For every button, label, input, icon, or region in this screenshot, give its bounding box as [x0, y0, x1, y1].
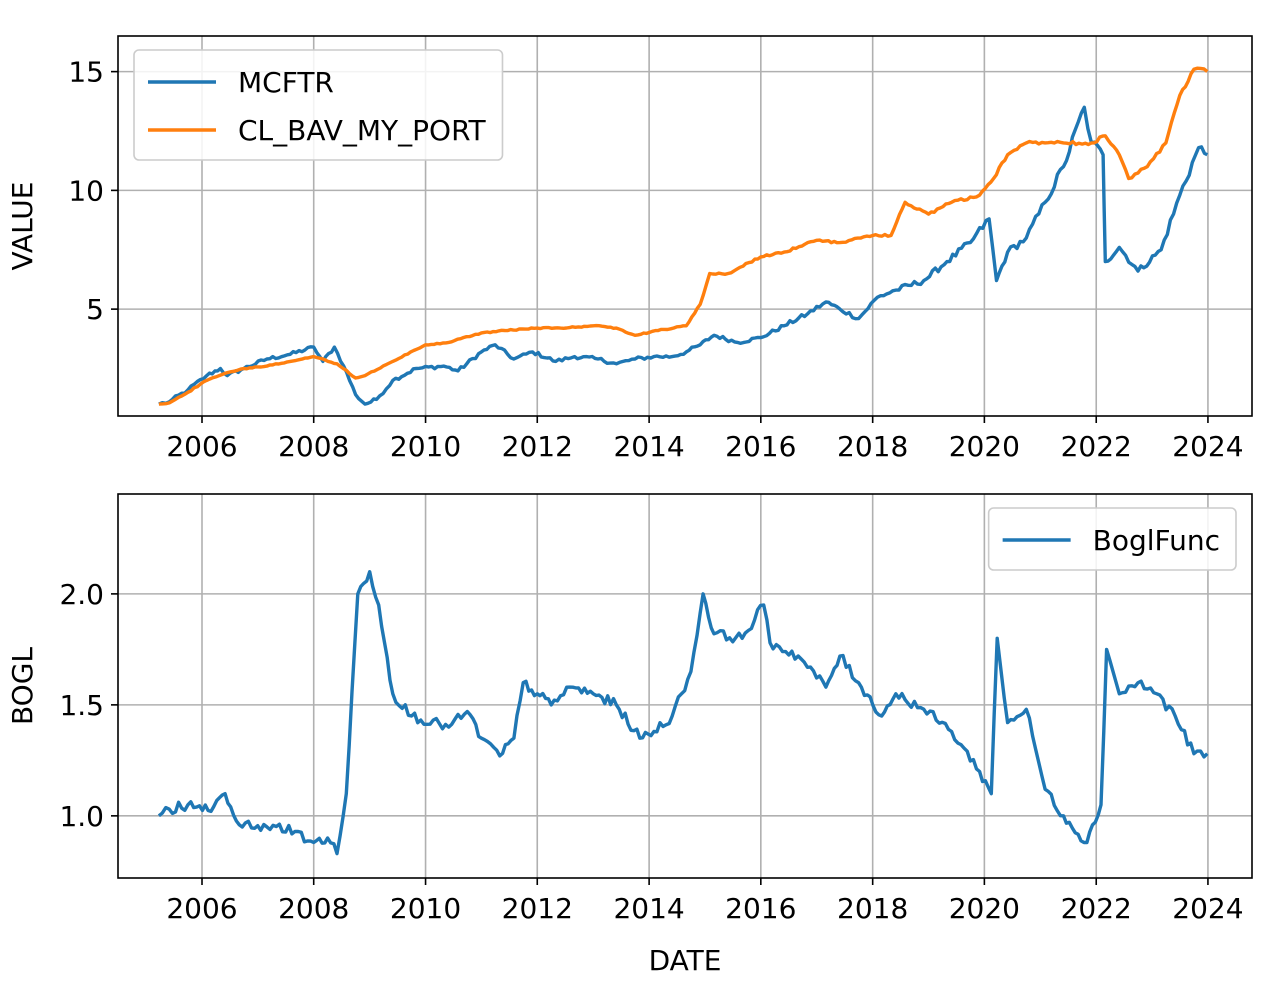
- y-tick-label: 15: [68, 56, 104, 89]
- x-tick-label: 2018: [837, 430, 908, 463]
- x-tick-label: 2020: [949, 892, 1020, 925]
- legend: MCFTR CL_BAV_MY_PORT: [133, 49, 504, 161]
- y-tick-label: 10: [68, 174, 104, 207]
- series-line-mcftr: [158, 105, 1209, 406]
- x-tick-label: 2010: [390, 892, 461, 925]
- y-axis-label: VALUE: [6, 182, 39, 271]
- x-tick-label: 2018: [837, 892, 908, 925]
- x-tick-label: 2020: [949, 430, 1020, 463]
- x-tick-label: 2010: [390, 430, 461, 463]
- x-tick-label: 2024: [1172, 892, 1243, 925]
- x-tick-label: 2014: [613, 430, 684, 463]
- x-tick-label: 2008: [278, 430, 349, 463]
- axes-frame: [117, 493, 1253, 879]
- x-tick-label: 2006: [166, 892, 237, 925]
- series-line-boglfunc: [157, 570, 1209, 856]
- x-tick-label: 2024: [1172, 430, 1243, 463]
- y-tick-label: 1.5: [59, 689, 104, 722]
- bottom-panel: 2006 2008 2010 2012 2014 2016 2018 2020 2022 2024…: [6, 493, 1253, 977]
- y-axis-label: BOGL: [6, 647, 39, 725]
- y-tick-label: 1.0: [59, 800, 104, 833]
- x-tick-label: 2012: [502, 430, 573, 463]
- axes-frame: [117, 35, 1253, 417]
- x-tick-label: 2006: [166, 430, 237, 463]
- series-line-cl-bav-my-port: [158, 66, 1209, 406]
- x-tick-label: 2012: [502, 892, 573, 925]
- legend-label-boglfunc: BoglFunc: [1093, 524, 1220, 557]
- y-tick-label: 5: [86, 293, 104, 326]
- x-tick-label: 2014: [613, 892, 684, 925]
- x-axis-label: DATE: [649, 944, 722, 977]
- x-tick-label: 2022: [1061, 892, 1132, 925]
- legend-box: [133, 49, 504, 161]
- legend-box: [987, 507, 1237, 571]
- x-tick-label: 2016: [725, 430, 796, 463]
- legend-label-mcftr: MCFTR: [238, 66, 334, 99]
- top-panel: 2006 2008 2010 2012 2014 2016 2018 2020 2022 2024…: [6, 35, 1253, 463]
- legend: BoglFunc: [987, 507, 1237, 571]
- x-tick-label: 2016: [725, 892, 796, 925]
- y-tick-label: 2.0: [59, 578, 104, 611]
- x-tick-label: 2008: [278, 892, 349, 925]
- x-tick-label: 2022: [1061, 430, 1132, 463]
- legend-label-cl-bav-my-port: CL_BAV_MY_PORT: [238, 114, 486, 147]
